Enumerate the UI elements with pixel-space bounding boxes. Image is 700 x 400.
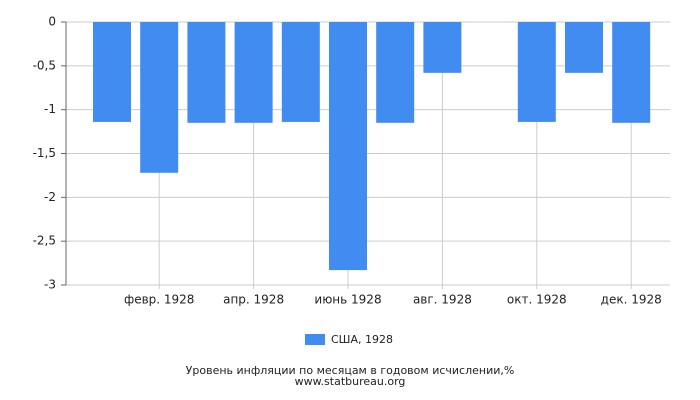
bar [517,22,556,122]
legend-label: США, 1928 [331,333,393,346]
bar [423,22,462,73]
chart-subtitle: www.statbureau.org [295,375,406,388]
bar [565,22,603,73]
bar [140,22,179,173]
bar [329,22,367,271]
chart-title: Уровень инфляции по месяцам в годовом ис… [186,364,515,377]
x-tick-label: авг. 1928 [413,293,472,307]
y-tick-label: -1 [44,102,56,116]
y-tick-label: -3 [44,278,56,292]
x-tick-label: июнь 1928 [314,293,381,307]
bar [187,22,226,123]
x-tick-label: окт. 1928 [507,293,567,307]
y-tick-label: -2,5 [33,234,56,248]
bar [234,22,273,123]
y-tick-label: -0,5 [33,58,56,72]
bar [93,22,131,122]
y-tick-label: 0 [48,15,56,29]
bar [612,22,651,123]
bar [281,22,320,122]
x-tick-label: февр. 1928 [124,293,195,307]
x-tick-label: апр. 1928 [223,293,284,307]
y-tick-label: -2 [44,190,56,204]
y-tick-label: -1,5 [33,146,56,160]
x-tick-label: дек. 1928 [601,293,662,307]
bar [376,22,415,123]
legend-swatch [305,334,325,345]
